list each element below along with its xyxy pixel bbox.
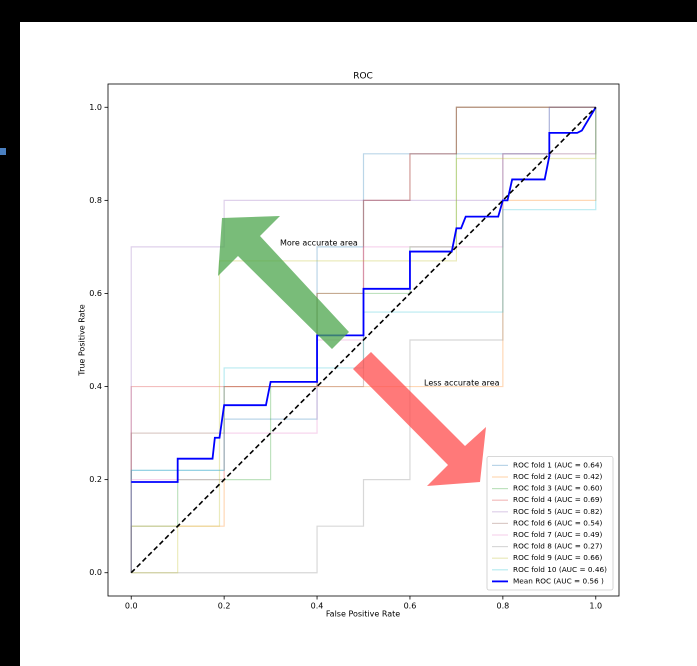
annotation: Less accurate area bbox=[424, 379, 500, 388]
legend: ROC fold 1 (AUC = 0.64) ROC fold 2 (AUC =… bbox=[487, 456, 613, 590]
x-tick-label: 0.6 bbox=[404, 602, 417, 611]
legend-label: ROC fold 5 (AUC = 0.82) bbox=[513, 507, 602, 516]
legend-label: ROC fold 1 (AUC = 0.64) bbox=[513, 460, 602, 469]
legend-label: Mean ROC (AUC = 0.56 ) bbox=[513, 576, 604, 585]
legend-label: ROC fold 7 (AUC = 0.49) bbox=[513, 530, 602, 539]
x-axis-label: False Positive Rate bbox=[326, 610, 400, 619]
chart-title: ROC bbox=[353, 72, 373, 82]
y-tick-label: 0.2 bbox=[89, 475, 102, 484]
x-tick-label: 0.0 bbox=[125, 602, 138, 611]
legend-label: ROC fold 4 (AUC = 0.69) bbox=[513, 495, 602, 504]
y-tick-label: 0.4 bbox=[89, 382, 102, 391]
legend-label: ROC fold 8 (AUC = 0.27) bbox=[513, 542, 602, 551]
page: ROC False Positive Rate True Positive Ra… bbox=[0, 0, 697, 666]
x-tick-label: 0.2 bbox=[218, 602, 231, 611]
x-tick-label: 0.8 bbox=[496, 602, 509, 611]
annotation: More accurate area bbox=[280, 239, 358, 248]
legend-label: ROC fold 10 (AUC = 0.46) bbox=[513, 565, 607, 574]
y-axis-label: True Positive Rate bbox=[78, 304, 87, 376]
y-tick-label: 0.0 bbox=[89, 568, 102, 577]
edge-marker bbox=[0, 148, 6, 155]
legend-label: ROC fold 9 (AUC = 0.66) bbox=[513, 553, 602, 562]
x-tick-label: 0.4 bbox=[311, 602, 324, 611]
legend-label: ROC fold 6 (AUC = 0.54) bbox=[513, 518, 602, 527]
legend-label: ROC fold 3 (AUC = 0.60) bbox=[513, 484, 602, 493]
y-tick-label: 0.8 bbox=[89, 196, 102, 205]
chart: ROC False Positive Rate True Positive Ra… bbox=[0, 0, 697, 666]
x-tick-label: 1.0 bbox=[589, 602, 602, 611]
y-tick-label: 0.6 bbox=[89, 289, 102, 298]
y-tick-label: 1.0 bbox=[89, 103, 102, 112]
legend-label: ROC fold 2 (AUC = 0.42) bbox=[513, 472, 602, 481]
